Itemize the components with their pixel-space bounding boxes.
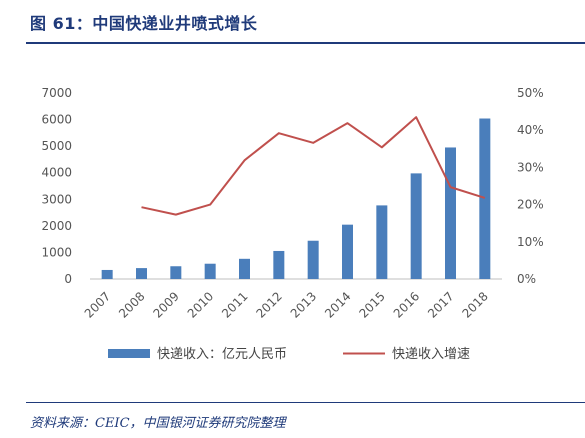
x-tick-label: 2016 [391, 289, 422, 320]
y-right-tick-label: 0% [517, 272, 536, 286]
y-left-tick-label: 6000 [41, 113, 72, 127]
y-right-tick-label: 50% [517, 86, 544, 100]
bar [273, 250, 285, 279]
y-left-tick-label: 2000 [41, 219, 72, 233]
bar [479, 118, 491, 279]
bar [101, 269, 113, 279]
y-left-tick-label: 3000 [41, 192, 72, 206]
bar [170, 266, 182, 279]
x-tick-label: 2018 [459, 289, 490, 320]
x-tick-label: 2013 [288, 289, 319, 320]
bar [342, 224, 353, 279]
x-tick-label: 2009 [150, 289, 181, 320]
x-tick-label: 2012 [253, 289, 284, 320]
bar [445, 147, 456, 279]
source-divider [26, 402, 585, 403]
x-tick-label: 2011 [219, 289, 250, 320]
bar [204, 263, 216, 279]
legend-label-bar: 快递收入：亿元人民币 [157, 347, 287, 362]
combo-chart: 0 1000 2000 3000 4000 5000 6000 7000 0% 10% 20% 30%… [41, 86, 544, 362]
y-right-tick-label: 10% [517, 235, 544, 249]
growth-rate-line [141, 116, 486, 216]
y-left-tick-label: 5000 [41, 139, 72, 153]
y-left-tick-label: 7000 [41, 86, 72, 100]
x-tick-label: 2015 [356, 289, 387, 320]
title-divider [26, 42, 585, 44]
y-left-tick-label: 4000 [41, 166, 72, 180]
x-tick-label: 2010 [185, 289, 216, 320]
x-tick-label: 2017 [425, 289, 456, 320]
legend-swatch-bar [108, 349, 150, 358]
y-left-tick-label: 0 [64, 272, 72, 286]
bar [410, 173, 422, 279]
legend-label-line: 快递收入增速 [392, 347, 470, 362]
x-tick-label: 2007 [82, 289, 113, 320]
bar [376, 205, 388, 279]
bar [307, 240, 319, 279]
source-note: 资料来源：CEIC，中国银河证券研究院整理 [30, 416, 286, 431]
y-right-tick-label: 40% [517, 123, 544, 137]
bar [239, 258, 250, 279]
y-right-tick-label: 20% [517, 198, 544, 212]
x-tick-label: 2008 [116, 289, 147, 320]
x-tick-label: 2014 [322, 289, 353, 320]
y-right-tick-label: 30% [517, 160, 544, 174]
figure-title: 图 61：中国快递业井喷式增长 [30, 14, 258, 33]
y-left-tick-label: 1000 [41, 245, 72, 259]
bar [136, 268, 147, 279]
